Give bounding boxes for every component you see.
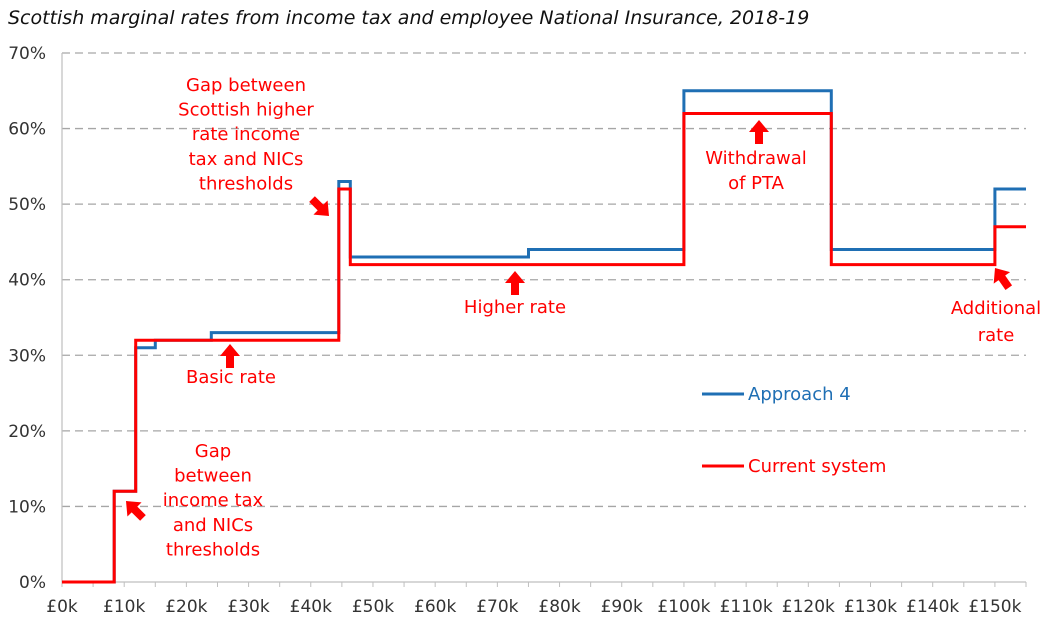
annotation-line: rate <box>978 325 1015 346</box>
x-tick-label: £130k <box>844 597 897 617</box>
arrow-gap-nics <box>126 501 146 521</box>
annotation-withdrawal-pta: Withdrawal of PTA <box>705 148 806 194</box>
series-lines <box>62 89 1026 584</box>
annotation-line: between <box>174 466 252 487</box>
annotation-higher-rate: Higher rate <box>464 297 566 318</box>
annotation-line: tax and NICs <box>189 149 304 170</box>
annotation-line: Higher rate <box>464 297 566 318</box>
legend: Approach 4 Current system <box>702 384 886 477</box>
annotation-line: Withdrawal <box>705 148 806 169</box>
y-tick-label: 10% <box>8 497 46 517</box>
arrow-withdrawal-pta <box>749 120 769 144</box>
x-tick-label: £60k <box>414 597 456 617</box>
y-tick-label: 30% <box>8 346 46 366</box>
annotation-line: Additional <box>951 298 1041 319</box>
series-line-current-system <box>62 112 1026 584</box>
annotation-line: Gap between <box>186 75 306 96</box>
x-tick-label: £80k <box>538 597 580 617</box>
x-tick-label: £120k <box>782 597 835 617</box>
axes: 0% 10% 20% 30% 40% 50% 60% 70% £0k £10k £20k £30k £4… <box>8 44 1027 617</box>
annotation-additional-rate: Additional rate <box>951 298 1041 346</box>
arrow-higher-rate <box>505 271 525 295</box>
annotation-gap-higher: Gap between Scottish higher rate income tax… <box>178 75 314 194</box>
annotation-line: rate income <box>192 124 300 145</box>
annotation-line: Gap <box>195 441 231 462</box>
y-tick-label: 20% <box>8 422 46 442</box>
annotation-gap-nics: Gap between income tax and NICs thresholds <box>163 441 264 560</box>
arrow-additional-rate <box>993 268 1013 290</box>
x-tick-label: £70k <box>476 597 518 617</box>
annotation-basic-rate: Basic rate <box>186 367 276 388</box>
x-tick-label: £30k <box>227 597 269 617</box>
legend-label: Current system <box>748 456 886 477</box>
y-tick-label: 60% <box>8 120 46 140</box>
annotation-line: and NICs <box>173 515 253 536</box>
x-tick-label: £110k <box>720 597 773 617</box>
gridlines <box>62 52 1026 508</box>
arrow-gap-higher <box>309 196 329 216</box>
annotation-line: Basic rate <box>186 367 276 388</box>
annotation-line: thresholds <box>166 539 260 560</box>
chart-title: Scottish marginal rates from income tax … <box>8 7 809 29</box>
arrow-basic-rate <box>220 344 240 368</box>
x-tick-label: £40k <box>290 597 332 617</box>
y-tick-label: 50% <box>8 195 46 215</box>
annotation-line: income tax <box>163 490 264 511</box>
x-tick-label: £100k <box>657 597 710 617</box>
x-tick-label: £20k <box>165 597 207 617</box>
x-tick-label: £90k <box>601 597 643 617</box>
x-tick-label: £50k <box>352 597 394 617</box>
x-tick-label: £0k <box>46 597 78 617</box>
y-tick-label: 70% <box>8 44 46 64</box>
legend-label: Approach 4 <box>748 384 851 405</box>
x-tick-label: £140k <box>906 597 959 617</box>
x-tick-label: £150k <box>968 597 1021 617</box>
annotation-line: of PTA <box>728 173 785 194</box>
x-tick-label: £10k <box>103 597 145 617</box>
y-tick-label: 0% <box>19 573 46 593</box>
annotation-line: thresholds <box>199 173 293 194</box>
annotation-line: Scottish higher <box>178 100 314 121</box>
y-tick-label: 40% <box>8 271 46 291</box>
annotations: Gap between income tax and NICs thresholds Ba… <box>126 75 1041 560</box>
